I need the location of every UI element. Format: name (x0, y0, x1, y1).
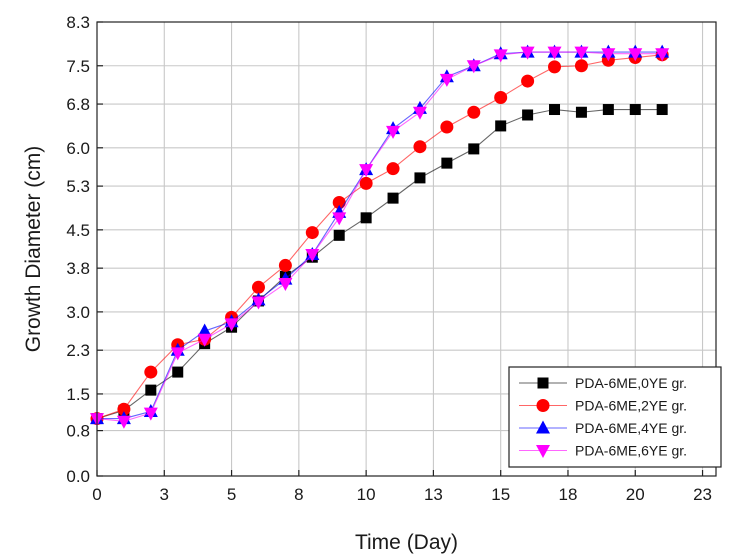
legend-marker (536, 420, 550, 434)
x-tick-label: 18 (559, 485, 578, 504)
data-point (414, 172, 426, 184)
data-point (117, 402, 131, 416)
legend-label: PDA-6ME,0YE gr. (575, 375, 687, 391)
legend-marker (537, 377, 549, 389)
data-point (305, 248, 320, 262)
data-point (440, 120, 454, 134)
data-point (144, 365, 158, 379)
y-axis-title: Growth Diameter (cm) (22, 146, 45, 353)
y-tick-label: 2.3 (66, 341, 90, 360)
legend-marker (536, 399, 550, 412)
x-tick-label: 20 (626, 485, 645, 504)
data-point (360, 212, 372, 224)
data-point (494, 90, 508, 104)
x-tick-label: 8 (294, 485, 303, 504)
data-point (333, 229, 345, 241)
data-point (224, 318, 239, 332)
x-axis-title: Time (Day) (355, 531, 458, 554)
legend-label: PDA-6ME,6YE gr. (575, 443, 687, 459)
x-tick-label: 10 (357, 485, 376, 504)
legend: PDA-6ME,0YE gr. PDA-6ME,2YE gr. PDA-6ME,4Y… (508, 366, 722, 468)
series-line (96, 108, 663, 420)
y-tick-label: 3.0 (66, 303, 90, 322)
data-point (359, 164, 374, 178)
data-point (656, 104, 668, 116)
data-point (332, 212, 347, 226)
legend-entry: PDA-6ME,6YE gr. (519, 443, 687, 459)
x-tick-label: 3 (160, 485, 169, 504)
data-point (549, 104, 561, 116)
legend-label: PDA-6ME,2YE gr. (575, 398, 687, 414)
series-4 (90, 46, 670, 429)
data-point (197, 333, 212, 347)
data-point (495, 120, 507, 132)
data-point (655, 48, 670, 62)
data-point (332, 196, 346, 210)
data-point (602, 104, 614, 116)
data-point (547, 46, 562, 60)
data-point (278, 277, 293, 291)
axis-ticks: 0 3 5 8 10 13 15 18 20 23 0.0 0.8 1.5 2.3 3.0 3.8 4.5 5.3… (66, 13, 712, 504)
data-point (278, 258, 292, 272)
data-point (522, 109, 534, 121)
data-point (629, 104, 641, 116)
series-line (96, 51, 663, 422)
data-point (143, 407, 158, 421)
data-point (548, 60, 562, 74)
data-point (628, 48, 643, 62)
y-tick-label: 7.5 (66, 57, 90, 76)
data-point (467, 105, 481, 119)
x-tick-label: 15 (491, 485, 510, 504)
y-tick-label: 6.0 (66, 139, 90, 158)
legend-entry: PDA-6ME,4YE gr. (519, 420, 687, 436)
data-point (493, 49, 508, 63)
data-point (575, 106, 587, 118)
data-point (441, 157, 453, 169)
y-tick-label: 5.3 (66, 177, 90, 196)
data-point (170, 347, 185, 361)
data-point (413, 140, 427, 154)
series-line (96, 54, 663, 420)
data-point (251, 296, 266, 310)
y-tick-label: 4.5 (66, 221, 90, 240)
x-tick-label: 23 (693, 485, 712, 504)
x-tick-label: 5 (227, 485, 236, 504)
legend-marker (536, 445, 550, 458)
data-point (145, 384, 157, 396)
data-point (574, 46, 589, 60)
data-point (466, 60, 481, 74)
plot-frame (96, 21, 717, 477)
data-point (172, 366, 184, 378)
data-point (386, 125, 401, 139)
data-point (386, 162, 400, 176)
data-point (251, 280, 265, 294)
x-tick-label: 13 (424, 485, 443, 504)
data-point (359, 176, 373, 190)
data-point (468, 143, 480, 155)
series-group (90, 44, 670, 429)
y-tick-label: 3.8 (66, 259, 90, 278)
legend-entry: PDA-6ME,2YE gr. (519, 398, 687, 414)
y-tick-label: 0.8 (66, 422, 90, 441)
data-point (197, 323, 212, 337)
y-tick-label: 0.0 (66, 467, 90, 486)
legend-label: PDA-6ME,4YE gr. (575, 420, 687, 436)
data-point (305, 226, 319, 240)
data-point (387, 192, 399, 204)
y-tick-label: 1.5 (66, 385, 90, 404)
data-point (116, 415, 131, 429)
data-point (521, 74, 535, 88)
data-point (574, 59, 588, 73)
data-point (412, 106, 427, 120)
data-point (601, 48, 616, 62)
x-tick-label: 0 (92, 485, 101, 504)
legend-entry: PDA-6ME,0YE gr. (519, 375, 687, 391)
data-point (520, 46, 535, 60)
y-tick-label: 6.8 (66, 95, 90, 114)
data-point (439, 73, 454, 87)
y-tick-label: 8.3 (66, 13, 90, 32)
